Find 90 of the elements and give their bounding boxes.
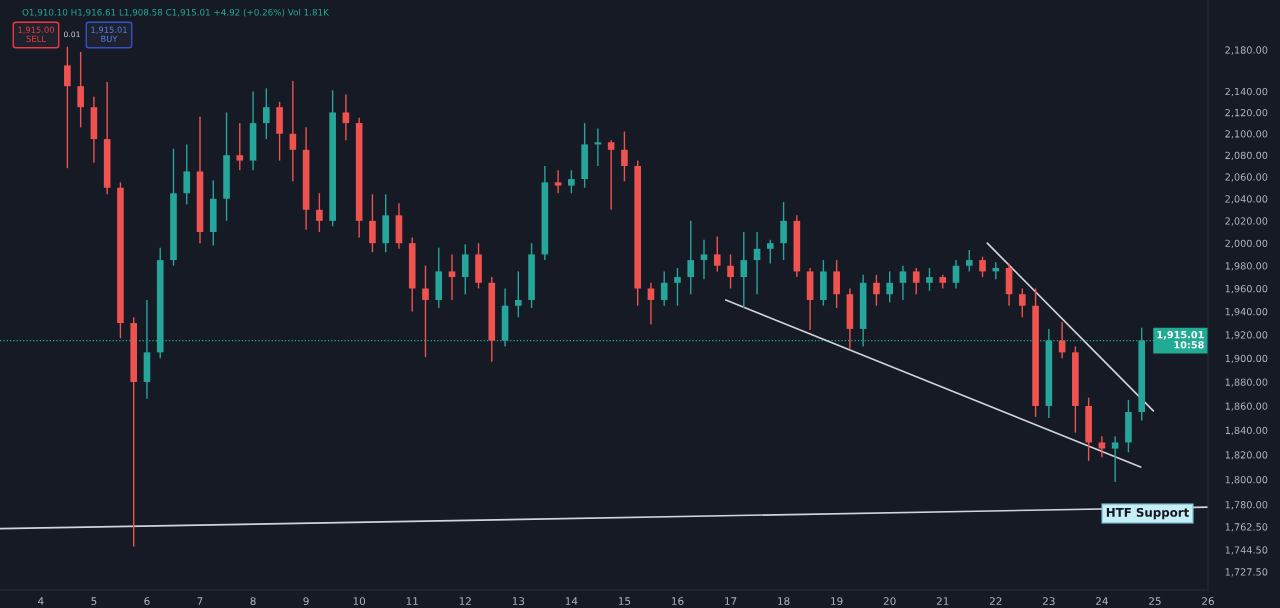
y-tick-label: 2,060.00 [1225,173,1268,182]
candlestick [660,270,668,307]
candlestick [568,169,575,194]
y-tick-label: 2,040.00 [1225,195,1268,204]
annotation: O1,910.10 H1,916.61 L1,908.58 C1,915.01 +4.92 (+0.26%) Vol 1.81K [22,8,330,17]
x-tick-label: 18 [778,597,790,606]
ref-line-label: 1,915.01 10:58 [1157,330,1204,349]
y-tick-label: 2,000.00 [1225,239,1268,248]
candlestick [833,259,840,309]
x-tick-label: 26 [1202,597,1214,606]
candlestick [1019,287,1026,318]
x-tick-label: 21 [936,597,949,605]
candlestick [727,253,734,290]
y-tick-label: 2,020.00 [1225,217,1268,226]
candlestick [183,143,191,205]
candlestick [422,265,429,358]
candlestick [448,253,456,301]
candlestick [687,220,695,295]
candlestick [461,243,469,295]
x-tick-label: 17 [725,597,737,605]
candlestick [780,201,787,261]
y-tick-label: 1,880.00 [1225,378,1268,387]
candlestick [647,282,655,325]
annotation: 1,915.00 SELL [18,26,54,42]
y-tick-label: 1,980.00 [1225,262,1268,271]
x-tick-label: 5 [91,597,97,606]
y-tick-label: 2,120.00 [1225,108,1268,118]
y-tick-label: 1,820.00 [1225,451,1268,460]
x-tick-label: 19 [831,597,843,606]
x-tick-label: 13 [512,597,525,606]
x-tick-label: 4 [38,597,44,605]
y-tick-label: 1,960.00 [1225,284,1268,294]
candlestick [912,267,920,295]
y-tick-label: 2,140.00 [1225,87,1268,97]
y-tick-label: 2,080.00 [1225,151,1268,161]
candlestick [740,231,748,309]
x-tick-label: 11 [406,597,418,605]
x-tick-label: 6 [144,597,150,606]
y-tick-label: 1,860.00 [1225,402,1268,411]
candlestick [316,192,323,233]
annotation: HTF Support [1106,507,1189,520]
candlestick [289,80,297,182]
candlestick [767,239,774,265]
y-tick-label: 1,780.00 [1225,501,1268,510]
y-tick-label: 1,920.00 [1225,331,1268,340]
candlestick [886,270,893,303]
x-tick-label: 20 [883,597,896,606]
y-tick-label: 2,100.00 [1225,130,1268,139]
candlestick [700,239,708,281]
x-tick-label: 12 [459,597,471,605]
candlestick [263,87,270,140]
candlestick [554,169,562,194]
y-tick-label: 1,762.50 [1225,523,1268,532]
x-tick-label: 10 [353,597,366,606]
candlestick [965,249,973,273]
candlestick [713,235,721,273]
candlestick [926,267,933,292]
candlestick [515,270,522,318]
x-tick-label: 14 [565,597,578,605]
y-tick-label: 1,744.50 [1225,546,1268,555]
y-tick-label: 1,727.50 [1225,568,1268,577]
y-tick-label: 1,800.00 [1225,476,1268,485]
x-tick-label: 8 [250,597,256,606]
x-tick-label: 9 [303,597,309,606]
x-tick-label: 23 [1042,597,1055,606]
x-tick-label: 22 [989,597,1002,605]
candlestick [369,193,376,253]
x-tick-label: 15 [618,597,631,606]
candlestick [873,274,880,307]
annotation: 1,915.01 BUY [91,26,127,42]
y-tick-label: 1,940.00 [1225,307,1268,317]
candlestick [674,267,681,307]
y-tick-label: 2,180.00 [1225,46,1268,55]
candlestick [952,259,960,290]
candlestick [1098,435,1106,458]
candlestick [1111,435,1119,483]
x-tick-label: 25 [1149,597,1161,606]
x-tick-label: 7 [197,597,203,605]
candlestick [899,265,907,301]
candlestick [342,93,350,141]
candlestick [607,139,615,211]
candlestick [979,255,986,278]
y-tick-label: 1,840.00 [1225,426,1268,436]
x-tick-label: 16 [671,597,684,606]
candlestick [236,122,244,172]
candlestick [77,51,84,129]
candlestick [64,46,71,169]
x-tick-label: 24 [1096,597,1108,605]
candlestick [621,130,628,182]
y-tick-label: 1,900.00 [1225,354,1268,364]
